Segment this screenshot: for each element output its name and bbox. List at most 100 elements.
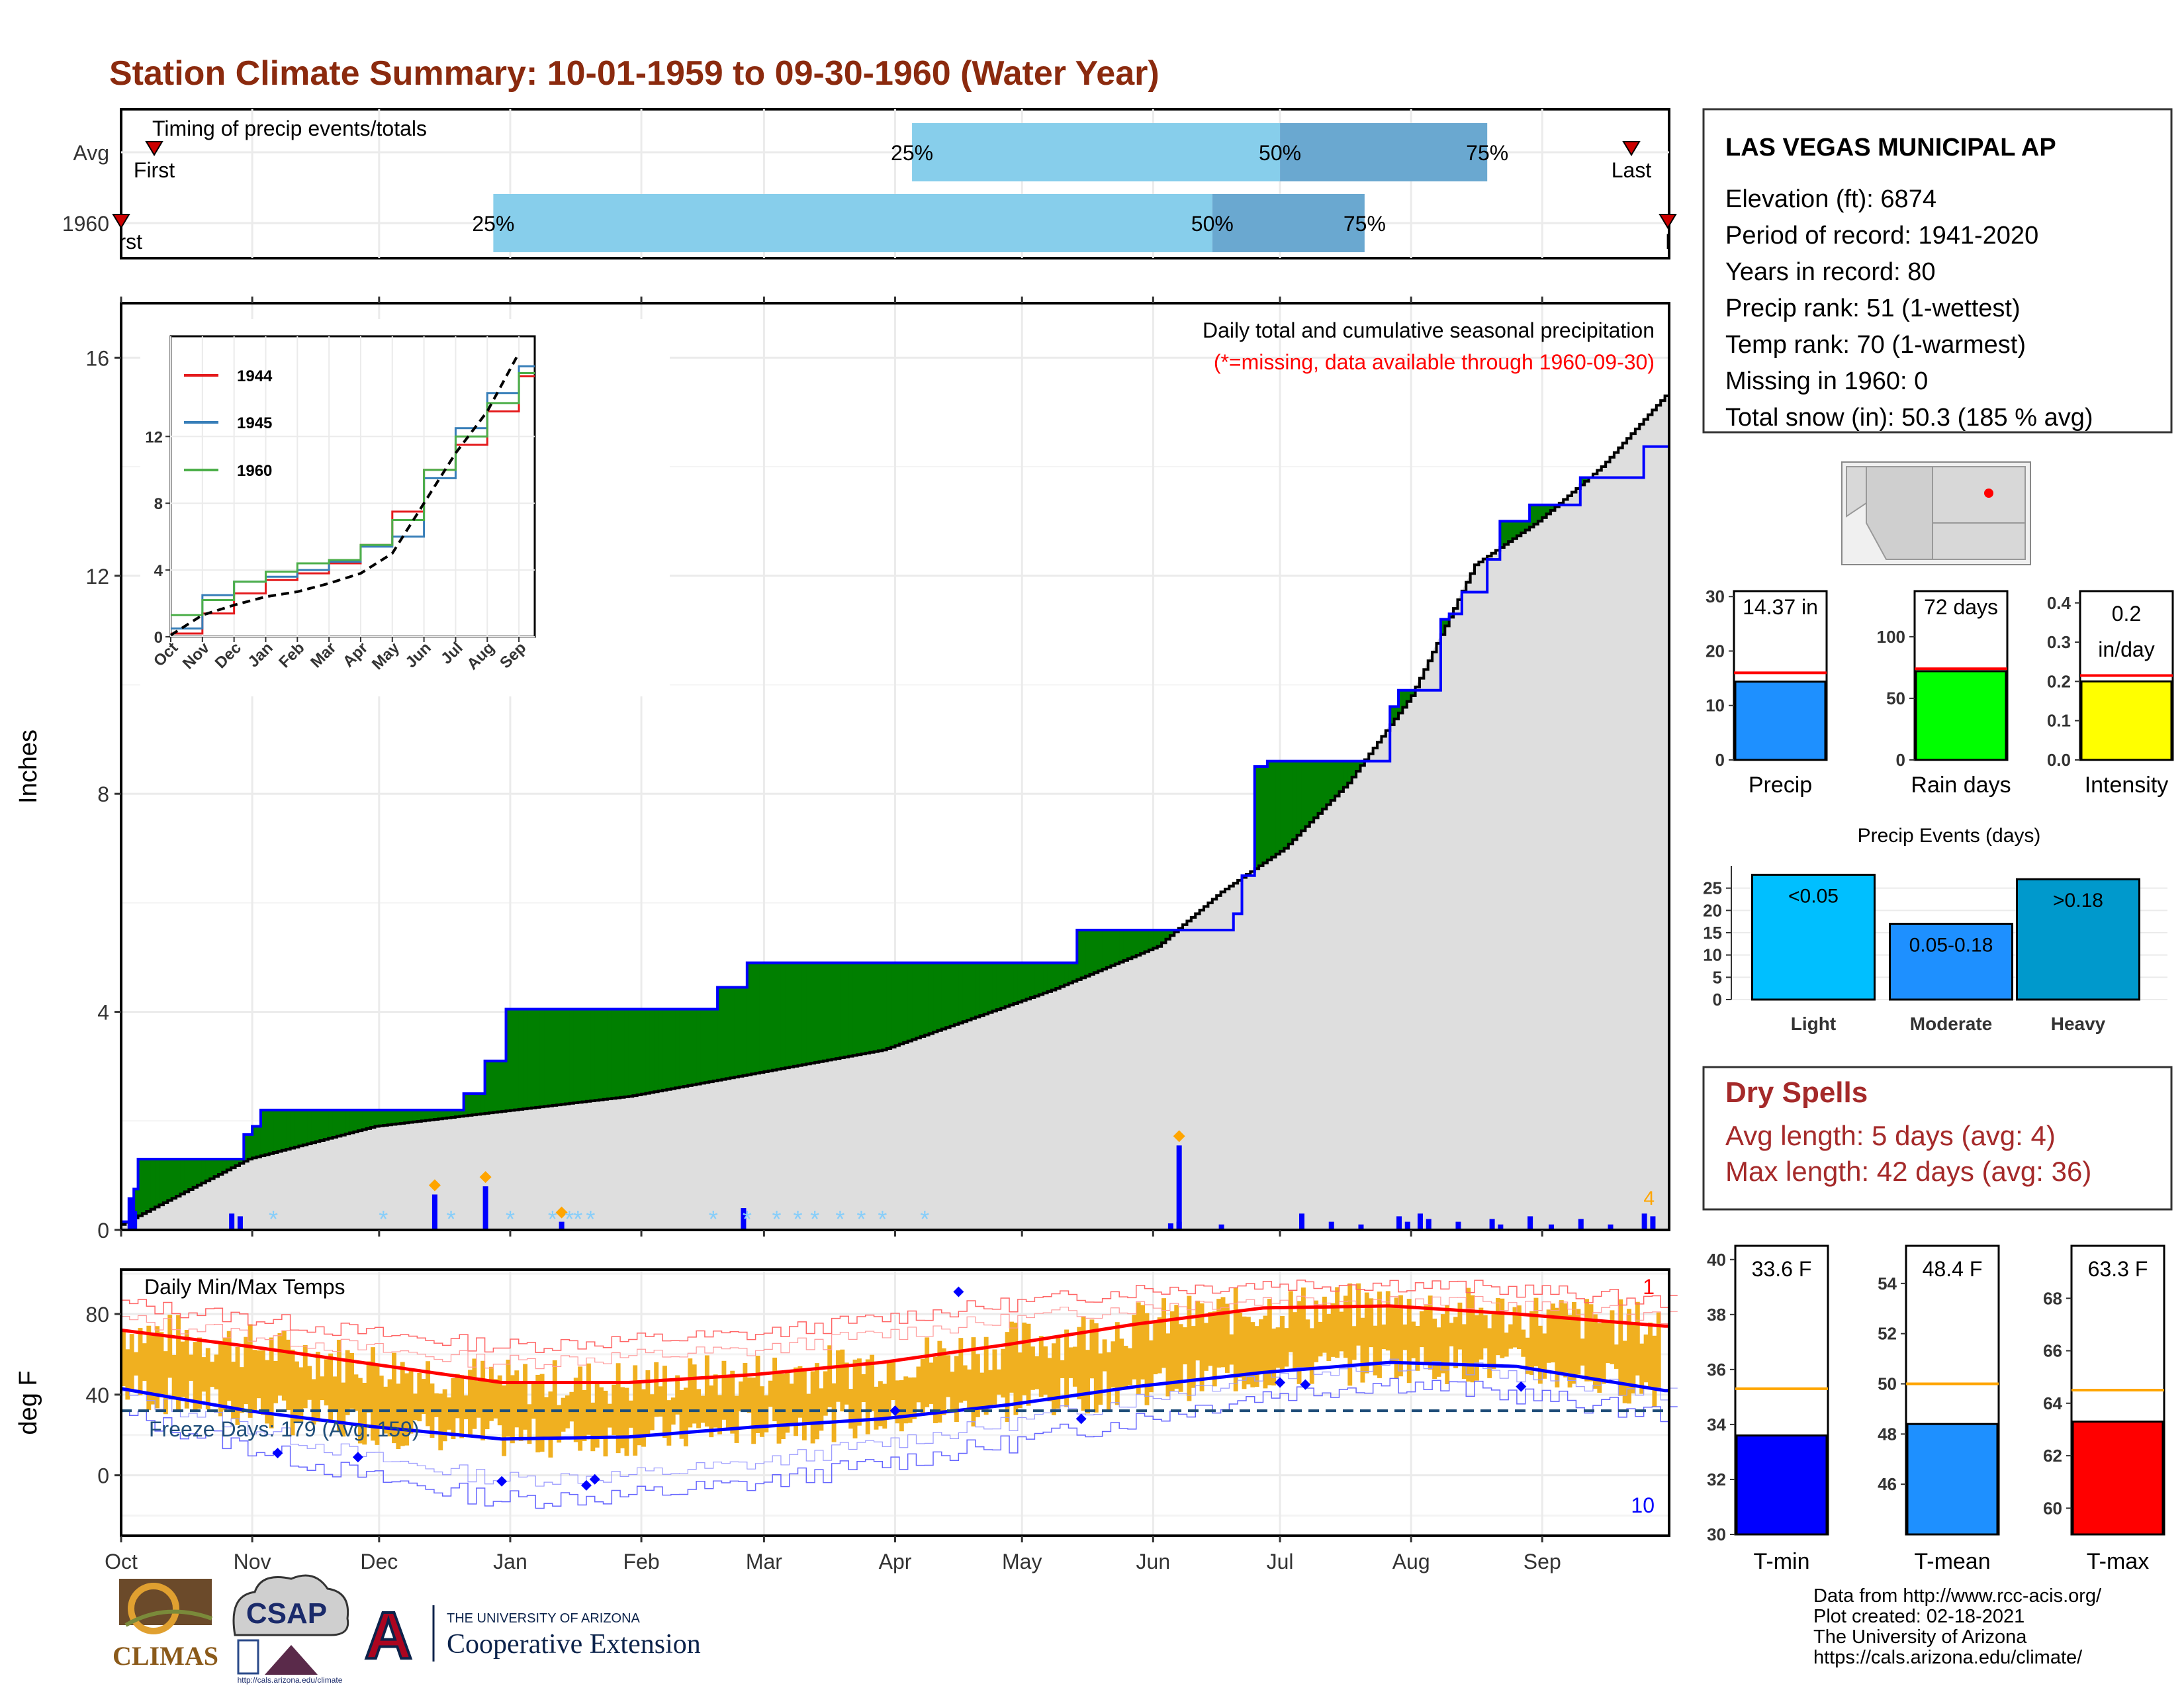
precip-above-avg-segment <box>442 1109 447 1119</box>
temp-ytick-label: 80 <box>85 1303 109 1327</box>
daily-temp-bar <box>599 1387 604 1437</box>
daily-precip-bar <box>1641 1213 1647 1230</box>
daily-temp-bar <box>1220 1297 1226 1368</box>
precip-above-avg-segment <box>683 1009 688 1087</box>
inset-ytick-label: 0 <box>154 629 163 647</box>
precip-above-avg-segment <box>557 1009 562 1105</box>
record-low-marker <box>1275 1377 1286 1388</box>
daily-temp-bar <box>1280 1316 1285 1371</box>
precip-above-avg-segment <box>925 962 930 1035</box>
temp-bar-ytick-label: 36 <box>1707 1360 1726 1380</box>
mini-ytick-label: 10 <box>1706 696 1725 716</box>
precip-above-avg-segment <box>328 1109 334 1139</box>
daily-temp-bar <box>730 1370 735 1434</box>
precip-above-avg-segment <box>1123 930 1128 961</box>
daily-temp-bar <box>1470 1295 1475 1383</box>
daily-temp-bar <box>345 1350 350 1415</box>
precip-above-avg-segment <box>1038 962 1044 995</box>
precip-above-avg-segment <box>1259 767 1264 866</box>
daily-temp-bar <box>1309 1328 1314 1384</box>
mini-ytick-label: 0.3 <box>2047 632 2071 652</box>
precip-above-avg-segment <box>1072 962 1077 982</box>
daily-temp-bar <box>189 1354 194 1381</box>
daily-temp-bar <box>447 1397 451 1430</box>
daily-temp-bar <box>184 1329 189 1409</box>
daily-temp-bar <box>366 1361 371 1413</box>
daily-temp-bar <box>578 1366 583 1451</box>
daily-temp-bar <box>658 1386 663 1417</box>
daily-temp-bar <box>1631 1325 1636 1394</box>
daily-temp-bar <box>1601 1321 1606 1384</box>
daily-temp-bar <box>1335 1287 1340 1358</box>
daily-temp-bar <box>1479 1307 1484 1360</box>
record-low-marker <box>953 1286 964 1297</box>
precip-above-avg-segment <box>1136 930 1141 955</box>
precip-above-avg-segment <box>1335 761 1340 796</box>
month-label: Feb <box>623 1550 659 1573</box>
daily-temp-bar <box>1360 1317 1365 1383</box>
daily-temp-bar <box>827 1345 833 1407</box>
daily-temp-bar <box>624 1387 629 1456</box>
daily-temp-bar <box>205 1348 210 1410</box>
precip-above-avg-segment <box>138 1158 143 1216</box>
map-state-shape <box>1932 466 2026 560</box>
daily-temp-bar <box>1153 1321 1158 1375</box>
station-info-line: Period of record: 1941-2020 <box>1725 222 2038 250</box>
precip-above-avg-segment <box>1161 930 1167 943</box>
daily-temp-bar <box>480 1360 486 1440</box>
precip-above-avg-segment <box>506 1009 511 1111</box>
daily-temp-bar <box>615 1363 621 1454</box>
precip-above-avg-segment <box>878 962 883 1051</box>
precip-above-avg-segment <box>1288 761 1293 844</box>
precip-above-avg-segment <box>852 962 858 1056</box>
daily-temp-bar <box>1098 1353 1103 1405</box>
precip-above-avg-segment <box>1284 761 1289 849</box>
precip-above-avg-segment <box>662 1009 668 1090</box>
events-ytick-label: 25 <box>1703 878 1722 898</box>
daily-temp-bar <box>1610 1310 1615 1364</box>
precip-above-avg-segment <box>362 1109 367 1130</box>
events-ytick-label: 0 <box>1713 990 1722 1009</box>
daily-temp-bar <box>831 1383 837 1442</box>
timing-marker-icon <box>1659 214 1677 229</box>
daily-temp-bar <box>1592 1314 1598 1389</box>
precip-above-avg-segment <box>1026 962 1031 1000</box>
daily-temp-bar <box>992 1349 997 1405</box>
daily-temp-bar <box>201 1357 206 1392</box>
daily-temp-bar <box>607 1403 612 1428</box>
daily-temp-bar <box>442 1389 447 1442</box>
precip-above-avg-segment <box>654 1009 659 1092</box>
temp-bar-ytick-label: 30 <box>1707 1524 1726 1544</box>
daily-temp-bar <box>569 1391 574 1422</box>
daily-temp-bar <box>472 1358 477 1429</box>
daily-precip-bar <box>1417 1213 1423 1230</box>
daily-temp-bar <box>269 1337 274 1429</box>
precip-above-avg-segment <box>510 1009 515 1111</box>
snow-day-marker: * <box>506 1205 515 1233</box>
daily-temp-bar <box>1178 1324 1183 1392</box>
daily-temp-bar <box>1618 1299 1623 1396</box>
precip-above-avg-segment <box>1445 619 1450 626</box>
csap-logo-text: CSAP <box>246 1597 327 1630</box>
daily-temp-bar <box>1263 1315 1268 1389</box>
precip-above-avg-segment <box>176 1158 181 1196</box>
event-bar-label: >0.18 <box>2053 890 2103 912</box>
precip-above-avg-segment <box>1107 930 1112 968</box>
precip-above-avg-segment <box>886 962 891 1049</box>
daily-temp-bar <box>734 1395 739 1443</box>
precip-above-avg-segment <box>383 1109 388 1126</box>
daily-temp-bar <box>349 1352 354 1409</box>
daily-temp-bar <box>907 1377 913 1423</box>
extreme-precip-marker <box>1173 1130 1185 1143</box>
precip-above-avg-segment <box>426 1109 431 1121</box>
precip-above-avg-segment <box>1512 521 1518 539</box>
daily-temp-bar <box>336 1339 341 1432</box>
daily-temp-bar <box>302 1345 308 1409</box>
precip-above-avg-segment <box>1551 504 1556 510</box>
daily-temp-bar <box>1529 1311 1534 1376</box>
daily-temp-bar <box>594 1383 600 1448</box>
daily-precip-bar <box>1176 1145 1182 1230</box>
daily-temp-bar <box>527 1404 532 1444</box>
precip-above-avg-segment <box>527 1009 532 1109</box>
daily-temp-bar <box>870 1354 875 1411</box>
